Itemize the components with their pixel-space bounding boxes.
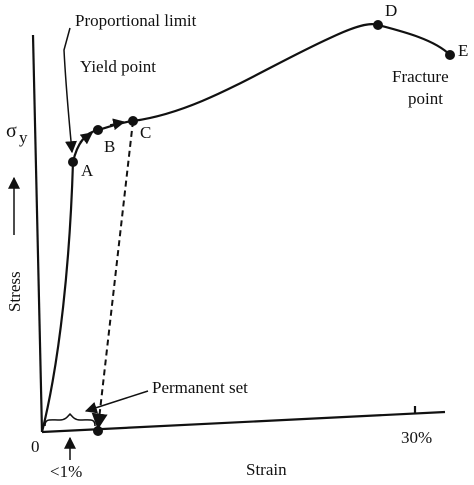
label: D xyxy=(385,1,397,20)
unloading-line xyxy=(91,120,134,430)
label: Strain xyxy=(246,460,287,479)
permanent-set-brace xyxy=(44,412,96,427)
point-d-dot xyxy=(373,20,383,30)
label: A xyxy=(81,161,94,180)
label: σ xyxy=(6,120,17,142)
label: B xyxy=(104,137,115,156)
point-b-dot xyxy=(93,125,103,135)
label: point xyxy=(408,89,443,108)
label: C xyxy=(140,123,151,142)
curve-arrow xyxy=(79,132,93,145)
stress-strain-curve xyxy=(40,22,451,433)
label: Stress xyxy=(5,271,24,312)
stress-axis xyxy=(31,34,44,433)
label: 30% xyxy=(401,428,432,447)
label: E xyxy=(458,41,468,60)
label: <1% xyxy=(50,462,82,481)
label: 0 xyxy=(31,437,40,456)
label: Fracture xyxy=(392,67,449,86)
proportional-limit-leader xyxy=(63,27,77,154)
label: Proportional limit xyxy=(75,11,197,30)
label: Yield point xyxy=(80,57,156,76)
point-c-dot xyxy=(128,116,138,126)
permanent-set-dot xyxy=(93,426,103,436)
permanent-set-leader xyxy=(84,390,149,414)
label: Permanent set xyxy=(152,378,248,397)
curve-arrow xyxy=(109,118,126,131)
label: y xyxy=(19,128,28,147)
point-e-dot xyxy=(445,50,455,60)
point-a-dot xyxy=(68,157,78,167)
strain-axis xyxy=(41,410,446,434)
